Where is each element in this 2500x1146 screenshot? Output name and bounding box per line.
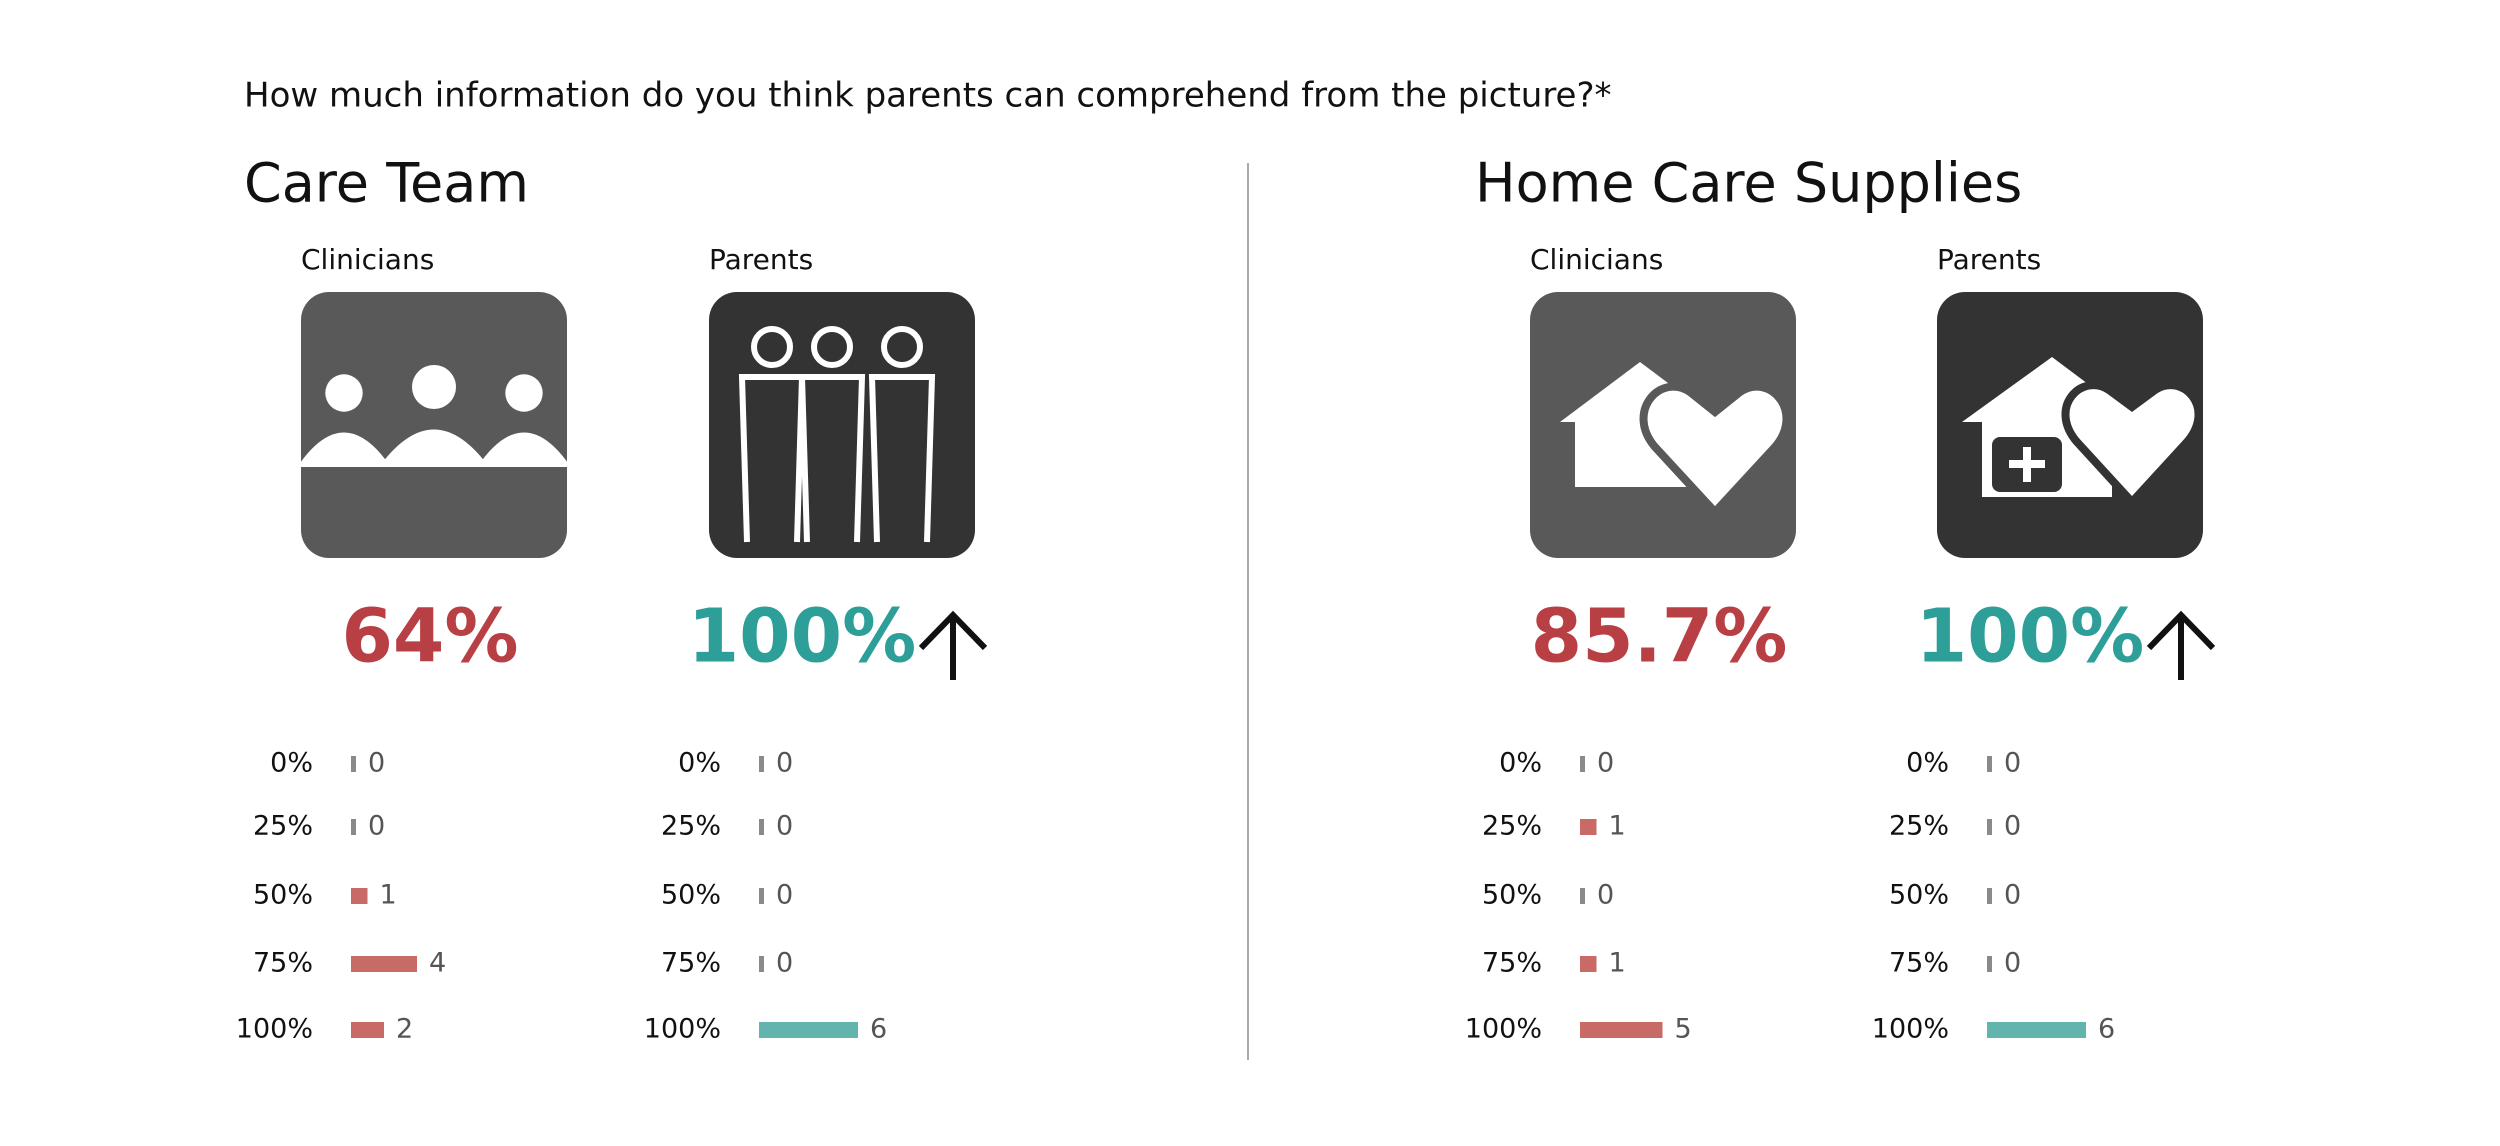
value-label: 0 [368, 811, 385, 842]
section-title: Home Care Supplies [1475, 152, 2022, 215]
section-title: Care Team [244, 152, 529, 215]
icon-shape [1639, 382, 1791, 518]
bar [1580, 1022, 1663, 1038]
value-label: 2 [396, 1014, 413, 1045]
category-label: 75% [253, 948, 313, 979]
trend-arrow [918, 610, 988, 680]
bar [759, 819, 764, 835]
category-label: 75% [661, 948, 721, 979]
icon-box [709, 292, 975, 558]
category-label: 100% [644, 1014, 721, 1045]
icon-shape [811, 326, 853, 368]
icon [709, 292, 975, 558]
icon-shape [505, 374, 543, 412]
icon-shape [379, 429, 489, 467]
icon-shape [751, 326, 793, 368]
value-label: 6 [2098, 1014, 2115, 1045]
icon [1530, 292, 1796, 558]
score: 100% [1916, 594, 2145, 680]
value-label: 4 [429, 948, 446, 979]
score: 64% [341, 594, 518, 680]
category-label: 0% [1499, 748, 1542, 779]
bar [351, 819, 356, 835]
value-label: 0 [1597, 748, 1614, 779]
value-label: 1 [380, 880, 397, 911]
value-label: 6 [870, 1014, 887, 1045]
trend-arrow [2146, 610, 2216, 680]
chart-title: Parents [709, 243, 813, 276]
bar [1580, 756, 1585, 772]
category-label: 25% [661, 811, 721, 842]
category-label: 50% [661, 880, 721, 911]
value-label: 0 [368, 748, 385, 779]
icon-shape [798, 374, 866, 543]
icon [1937, 292, 2203, 558]
bar [759, 756, 764, 772]
category-label: 100% [1465, 1014, 1542, 1045]
category-label: 25% [253, 811, 313, 842]
icon-shape [412, 365, 456, 409]
icon-shape [868, 374, 936, 543]
icon-shape [297, 432, 391, 467]
chart-title: Clinicians [1530, 243, 1663, 276]
icon-shape [325, 374, 363, 412]
bar [759, 956, 764, 972]
bar [351, 756, 356, 772]
category-label: 0% [1906, 748, 1949, 779]
bar [1987, 1022, 2086, 1038]
value-label: 0 [2004, 880, 2021, 911]
icon-shape [2061, 381, 2203, 508]
bar [759, 1022, 858, 1038]
bar [1580, 888, 1585, 904]
value-label: 0 [776, 748, 793, 779]
value-label: 1 [1609, 948, 1626, 979]
bar [351, 956, 417, 972]
bar [1580, 819, 1597, 835]
value-label: 0 [2004, 811, 2021, 842]
score: 100% [688, 594, 917, 680]
category-label: 50% [1889, 880, 1949, 911]
value-label: 0 [776, 880, 793, 911]
category-label: 50% [1482, 880, 1542, 911]
icon [297, 292, 571, 558]
value-label: 0 [2004, 948, 2021, 979]
value-label: 0 [776, 811, 793, 842]
chart-title: Clinicians [301, 243, 434, 276]
category-label: 25% [1482, 811, 1542, 842]
value-label: 1 [1609, 811, 1626, 842]
icon-box [301, 292, 567, 558]
bar [1987, 819, 1992, 835]
bar [1580, 956, 1597, 972]
question: How much information do you think parent… [244, 76, 1612, 116]
category-label: 75% [1482, 948, 1542, 979]
category-label: 75% [1889, 948, 1949, 979]
icon-shape [2009, 447, 2045, 482]
score: 85.7% [1531, 594, 1788, 680]
bar [351, 888, 368, 904]
category-label: 50% [253, 880, 313, 911]
value-label: 0 [776, 948, 793, 979]
category-label: 0% [678, 748, 721, 779]
bar [1987, 888, 1992, 904]
bar [1987, 956, 1992, 972]
bar [1987, 756, 1992, 772]
category-label: 100% [236, 1014, 313, 1045]
category-label: 100% [1872, 1014, 1949, 1045]
icon-shape [738, 374, 806, 543]
category-label: 0% [270, 748, 313, 779]
value-label: 5 [1675, 1014, 1692, 1045]
chart-title: Parents [1937, 243, 2041, 276]
bar [351, 1022, 384, 1038]
icon-shape [477, 432, 571, 467]
value-label: 0 [2004, 748, 2021, 779]
value-label: 0 [1597, 880, 1614, 911]
category-label: 25% [1889, 811, 1949, 842]
icon-shape [881, 326, 923, 368]
bar [759, 888, 764, 904]
